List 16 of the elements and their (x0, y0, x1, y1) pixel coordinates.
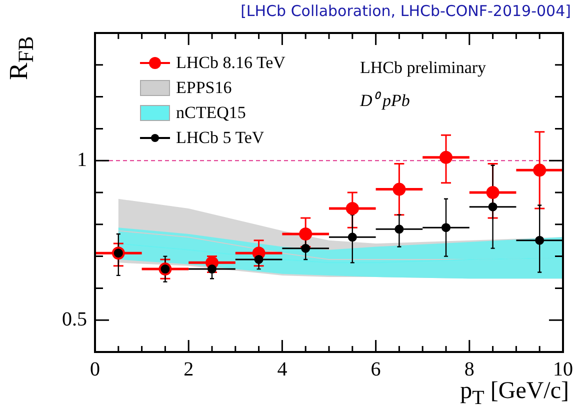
x-tick-label: 4 (277, 358, 288, 380)
text: [LHCb Collaboration, LHCb-CONF-2019-004] (240, 2, 571, 20)
legend-label: LHCb 8.16 TeV (176, 52, 286, 72)
x-tick-label: 6 (370, 358, 381, 380)
x-tick-label: 10 (553, 358, 573, 380)
y-tick-label: 1 (77, 148, 87, 171)
x-tick-label: 8 (464, 358, 474, 380)
x-tick-label: 0 (90, 358, 100, 380)
x-axis-title: p$_{T}$ [GeV/c] (460, 378, 569, 409)
legend-label: LHCb 5 TeV (176, 128, 264, 148)
x-tick-label: 2 (184, 358, 194, 380)
annotation: D⁰ pPb (360, 90, 410, 111)
y-tick-label: 0.5 (62, 308, 87, 330)
legend-label: EPPS16 (176, 78, 232, 98)
legend-label: nCTEQ15 (176, 102, 246, 122)
annotation: LHCb preliminary (360, 58, 486, 78)
